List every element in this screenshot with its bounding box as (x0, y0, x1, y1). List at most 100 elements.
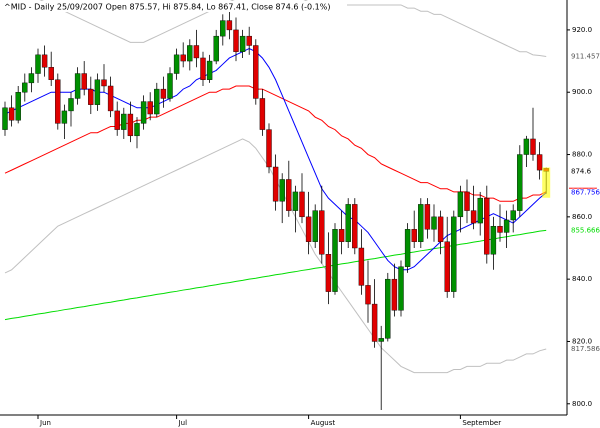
labels: ^MID - Daily 25/09/2007 Open 875.57, Hi … (2, 1, 600, 353)
candle-body (371, 303, 378, 342)
candle-body (134, 123, 140, 137)
y-tick-label: 900.0 (572, 88, 592, 96)
last-value-bg (569, 344, 597, 353)
candle-body (286, 179, 292, 211)
last-value-label: 817.586 (571, 345, 600, 353)
last-value-bg (569, 52, 597, 61)
candle-body (68, 98, 74, 112)
candle-body (41, 54, 48, 68)
candle-body (167, 73, 173, 99)
candle-body (444, 241, 450, 292)
candle-body (464, 191, 470, 211)
candle-body (22, 82, 28, 93)
candle-body (213, 35, 219, 62)
candle-body (193, 45, 200, 59)
candle-body (266, 129, 272, 168)
candle-body (8, 107, 15, 121)
candle-body (470, 210, 477, 224)
last-value-bg (569, 167, 597, 176)
candle-body (160, 88, 167, 99)
last-value-label: 911.457 (571, 53, 600, 61)
x-tick-label: August (311, 419, 336, 427)
candle-body (2, 107, 8, 130)
last-value-label: 867.756 (571, 189, 600, 197)
candle-body (140, 101, 147, 124)
candle-body (411, 229, 417, 242)
candle-body (292, 191, 299, 211)
candle-body (385, 278, 391, 339)
candle-body (55, 79, 61, 124)
candle-body (517, 154, 523, 211)
candle-body (239, 35, 246, 52)
candle-body (391, 278, 398, 311)
candle-body (424, 204, 431, 230)
candle-body (246, 35, 252, 46)
candle-body (226, 20, 233, 31)
highlight (542, 167, 551, 198)
last-value-label: 855.666 (571, 226, 600, 234)
chart-title: ^MID - Daily 25/09/2007 Open 875.57, Hi … (4, 3, 330, 12)
candle-body (206, 60, 213, 80)
candle-body (48, 67, 54, 80)
y-tick-label: 820.0 (572, 337, 592, 345)
candle-body (431, 216, 437, 230)
y-tick-label: 860.0 (572, 213, 592, 221)
candle-body (187, 45, 193, 62)
last-value-bg (569, 226, 597, 235)
candle-body (457, 191, 464, 218)
candle-body (510, 210, 516, 221)
candle-body (437, 216, 444, 242)
y-tick-label: 840.0 (572, 275, 592, 283)
x-tick-label: Jul (178, 419, 188, 427)
candle-body (398, 266, 404, 311)
candle-body (523, 138, 530, 155)
candle-body (352, 204, 358, 249)
candle-body (272, 166, 279, 202)
candle-body (233, 29, 239, 52)
candle-body (319, 210, 325, 255)
candle-body (299, 191, 305, 218)
candle-body (15, 92, 21, 121)
candle-body (180, 54, 186, 62)
candle-body (332, 229, 338, 292)
candle-body (147, 101, 153, 115)
y-tick-label: 920.0 (572, 26, 592, 34)
candle-body (305, 216, 312, 242)
y-tick-label: 880.0 (572, 151, 592, 159)
candle-body (121, 113, 127, 130)
candle-body (325, 254, 332, 292)
candle-body (81, 73, 87, 90)
plot-area (2, 0, 551, 411)
candle-body (259, 98, 266, 130)
candle-body (477, 197, 483, 224)
candle-body (365, 285, 371, 305)
indicator-line (4, 85, 547, 202)
candle-body (451, 216, 457, 292)
candle-body (253, 45, 259, 99)
candle-body (107, 85, 114, 112)
candle-body (35, 54, 41, 74)
x-tick-label: September (462, 419, 501, 427)
x-tick-label: Jun (39, 419, 51, 427)
candle-body (358, 247, 365, 286)
title-bg (2, 1, 347, 12)
candle-body (484, 197, 490, 255)
y-tick-label: 800.0 (572, 400, 592, 408)
candle-body (345, 204, 351, 242)
candle-body (28, 73, 35, 84)
candle-body (88, 88, 94, 105)
indicator-line (39, 0, 547, 58)
candle-body (530, 138, 536, 155)
candle-body (490, 225, 497, 255)
candle-body (154, 88, 160, 115)
candle-body (127, 113, 134, 137)
candle-body (404, 229, 411, 267)
candle-body (74, 73, 81, 99)
last-value-bg (569, 188, 597, 197)
candle-body (418, 204, 424, 242)
candle-body (61, 110, 68, 124)
candle-body (220, 20, 226, 37)
candle-body (312, 210, 318, 242)
candle-body (114, 110, 120, 130)
